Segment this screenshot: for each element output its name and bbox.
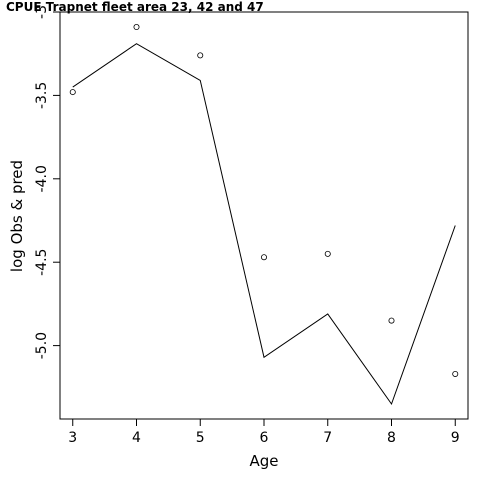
x-axis: 3 4 5 6 7 8 9 [68, 419, 460, 446]
x-tick-label-0: 3 [68, 430, 77, 446]
observed-point-2 [197, 52, 204, 59]
observed-point-6 [452, 370, 459, 377]
x-tick-label-4: 7 [323, 430, 332, 446]
observed-points-series [69, 24, 459, 377]
x-axis-label: Age [249, 452, 278, 470]
y-tick-label-1: -3.5 [34, 82, 50, 109]
fitted-line [72, 43, 456, 406]
x-tick-label-5: 8 [387, 430, 396, 446]
observed-point-1 [133, 24, 140, 31]
y-tick-label-3: -4.5 [34, 249, 50, 276]
fitted-line-series [72, 43, 456, 406]
x-tick-label-1: 4 [132, 430, 141, 446]
observed-point-3 [260, 254, 267, 261]
y-axis-label: log Obs & pred [8, 160, 26, 272]
observed-point-5 [388, 317, 395, 324]
y-tick-label-2: -4.0 [34, 165, 50, 192]
observed-point-0 [69, 89, 76, 96]
y-axis: -3 -3.5 -4.0 -4.5 -5.0 [34, 5, 60, 359]
chart-title: CPUE Trapnet fleet area 23, 42 and 47 [6, 0, 264, 14]
x-tick-label-3: 6 [260, 430, 269, 446]
observed-point-4 [324, 250, 331, 257]
x-tick-label-2: 5 [196, 430, 205, 446]
y-tick-label-4: -5.0 [34, 332, 50, 359]
y-tick-label-0: -3 [34, 5, 50, 19]
x-tick-label-6: 9 [451, 430, 460, 446]
